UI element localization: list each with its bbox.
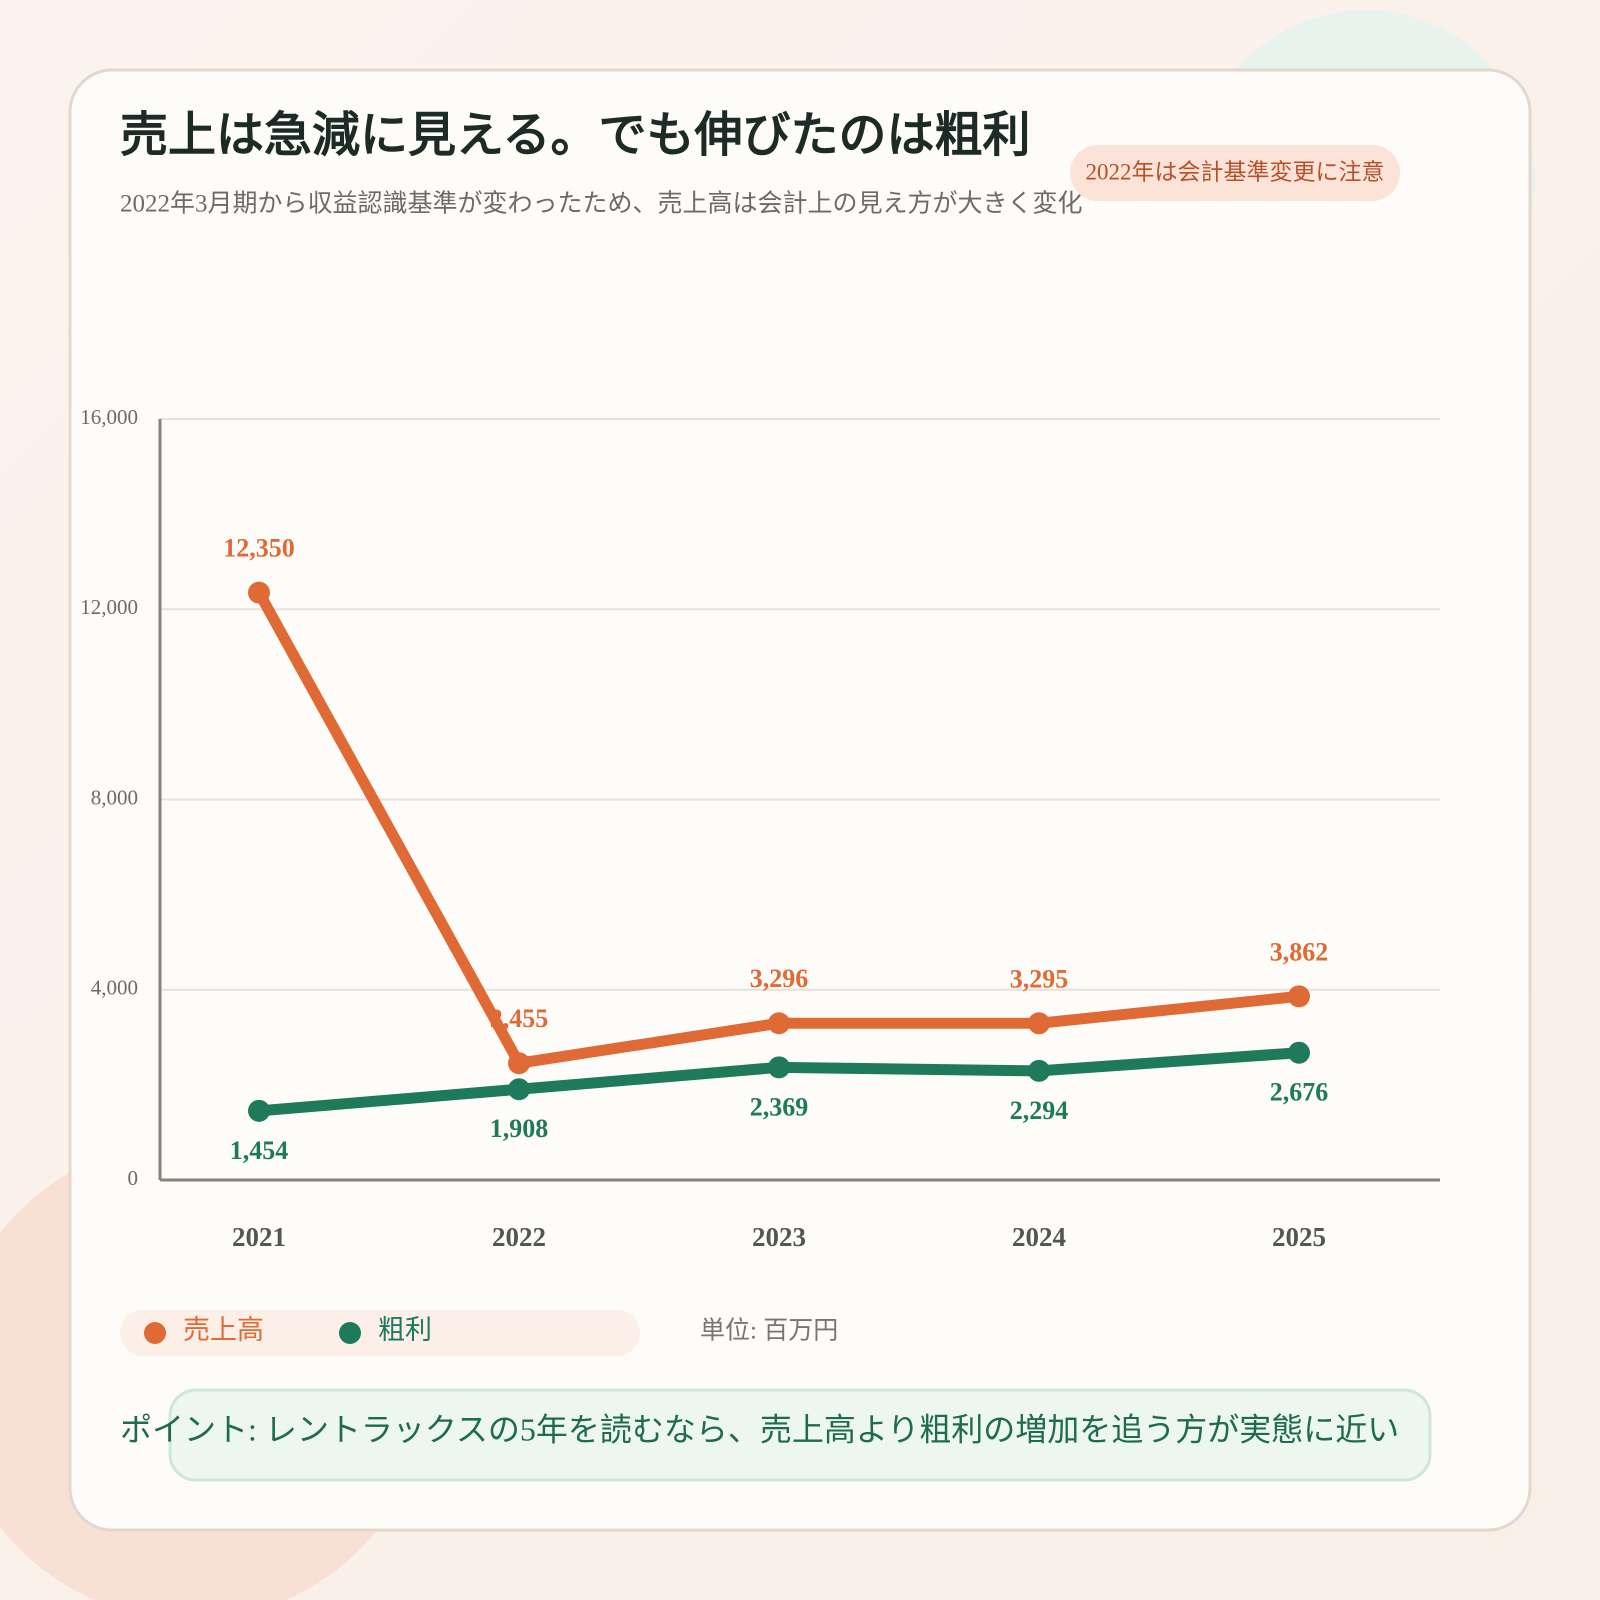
annotation: 2022年は会計基準変更に注意 [1086, 159, 1385, 184]
data-point [768, 1012, 790, 1035]
legend-box [120, 1310, 640, 1356]
data-point [248, 1099, 270, 1122]
data-label: 2,676 [1270, 1078, 1329, 1107]
chart-title: 売上は急減に見える。でも伸びたのは粗利 [120, 109, 1031, 162]
x-tick-label: 2025 [1272, 1222, 1326, 1252]
data-label: 2,294 [1010, 1096, 1069, 1125]
data-label: 3,296 [750, 964, 809, 993]
x-tick-label: 2022 [492, 1222, 546, 1252]
note-box [168, 1388, 1432, 1482]
legend-marker [144, 1322, 166, 1344]
data-label: 2,369 [750, 1092, 809, 1121]
unit-note: 単位: 百万円 [700, 1317, 838, 1345]
y-tick-label: 4,000 [91, 976, 138, 1000]
y-tick-label: 16,000 [80, 405, 138, 429]
x-tick-label: 2023 [752, 1222, 806, 1252]
x-tick-label: 2024 [1012, 1222, 1066, 1252]
data-point [248, 581, 270, 604]
note: ポイント: レントラックスの5年を読むなら、売上高より粗利の増加を追う方が実態に… [120, 1411, 1399, 1447]
data-label: 2,455 [490, 1004, 549, 1033]
data-point [1288, 1041, 1310, 1064]
y-tick-label: 0 [128, 1166, 139, 1190]
legend-label: 粗利 [378, 1315, 432, 1345]
data-point [1028, 1012, 1050, 1035]
data-point [1288, 985, 1310, 1008]
data-point [508, 1078, 530, 1101]
plot: 0 4,000 8,000 12,000 16,000 2021 2022 2023 2024 2… [80, 405, 1440, 1252]
data-label: 1,454 [230, 1136, 289, 1165]
x-tick-label: 2021 [232, 1222, 286, 1252]
chart-subtitle: 2022年3月期から収益認識基準が変わったため、売上高は会計上の見え方が大きく変… [120, 190, 1083, 218]
legend-label: 売上高 [183, 1315, 264, 1345]
data-label: 3,862 [1270, 937, 1329, 966]
data-point [508, 1052, 530, 1075]
data-label: 1,908 [490, 1114, 549, 1143]
y-tick-label: 8,000 [91, 785, 138, 809]
data-point [768, 1056, 790, 1079]
data-point [1028, 1059, 1050, 1082]
y-tick-label: 12,000 [80, 595, 138, 619]
data-label: 3,295 [1010, 964, 1069, 993]
data-label: 12,350 [223, 534, 295, 563]
annotation-badge [1070, 145, 1400, 201]
legend-marker [339, 1322, 361, 1344]
